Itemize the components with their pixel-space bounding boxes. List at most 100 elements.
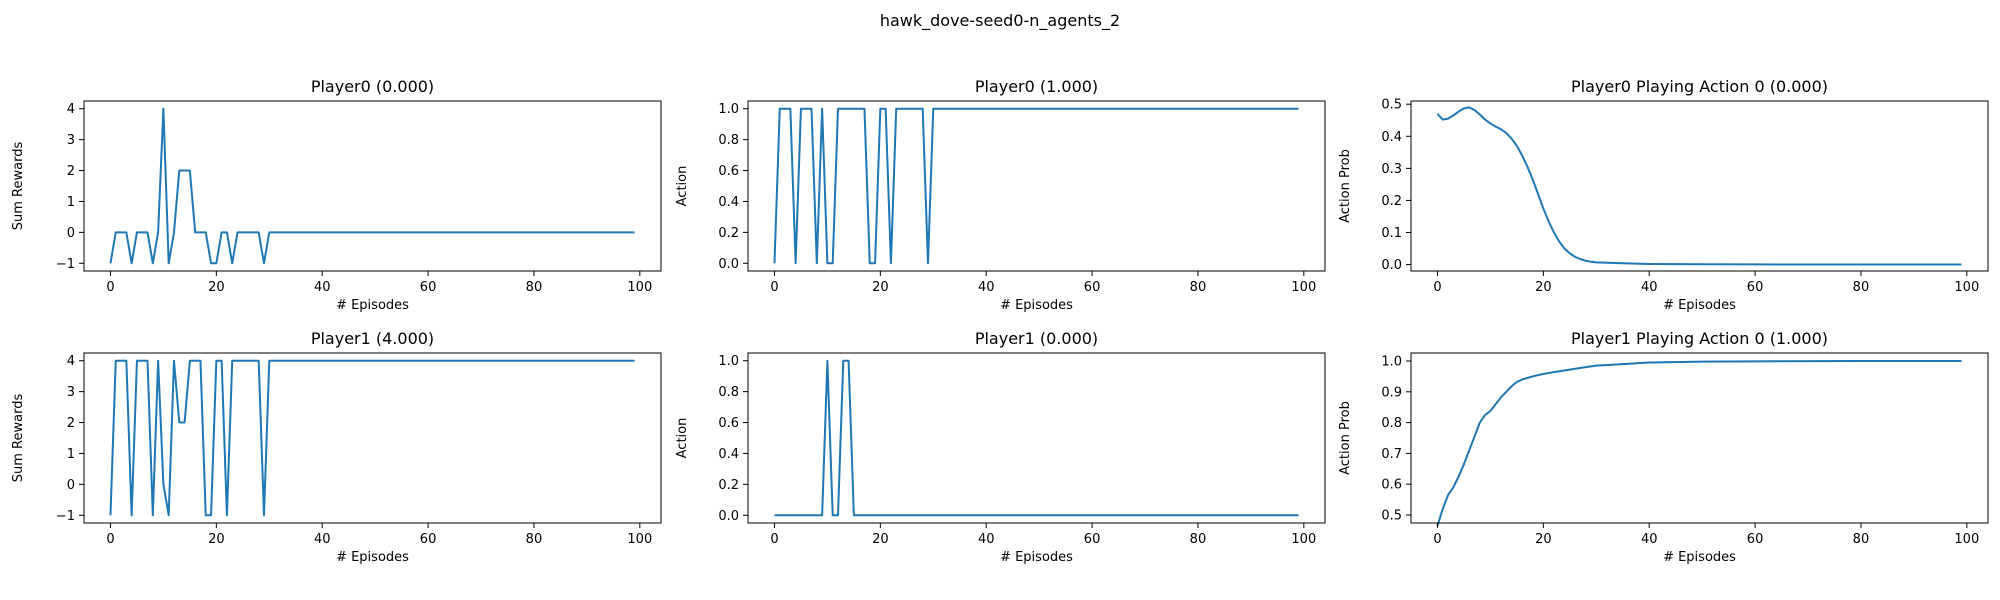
y-axis-label: Action (675, 166, 690, 207)
x-tick-label: 40 (314, 532, 331, 547)
axes-frame (83, 100, 662, 272)
x-tick-label: 60 (420, 280, 437, 295)
series-line (773, 107, 1299, 265)
subplot-title: Player1 (4.000) (311, 329, 434, 348)
x-tick-label: 100 (627, 280, 652, 295)
y-tick-label: 0.6 (1381, 478, 1402, 493)
y-tick-label: 0.2 (718, 478, 739, 493)
x-tick-label: 60 (1084, 280, 1101, 295)
x-tick-label: 40 (314, 280, 331, 295)
y-tick-label: 0.0 (718, 257, 739, 272)
x-tick-label: 40 (978, 280, 995, 295)
x-tick-label: 20 (208, 532, 225, 547)
axes-frame (747, 352, 1326, 524)
x-tick-label: 0 (106, 280, 114, 295)
x-tick-label: 80 (526, 280, 543, 295)
y-tick-label: 0.4 (718, 195, 739, 210)
x-tick-label: 80 (1190, 532, 1207, 547)
y-tick-label: 1 (67, 195, 75, 210)
x-tick-label: 20 (872, 280, 889, 295)
x-axis-label: # Episodes (1663, 298, 1736, 313)
y-tick-label: 0.5 (1381, 508, 1402, 523)
x-axis-label: # Episodes (1000, 550, 1073, 565)
series-line (109, 107, 635, 265)
y-tick-label: 0.4 (718, 447, 739, 462)
series-line (1436, 106, 1962, 266)
y-tick-label: 0.0 (718, 509, 739, 524)
x-axis-label: # Episodes (336, 298, 409, 313)
subplot-title: Player1 (0.000) (975, 329, 1098, 348)
y-axis-label: Action Prob (1338, 149, 1353, 223)
y-tick-label: 4 (67, 102, 75, 117)
y-tick-label: 0.8 (718, 385, 739, 400)
x-tick-label: 40 (1641, 280, 1658, 295)
y-axis-label: Sum Rewards (11, 394, 26, 483)
x-tick-label: 0 (770, 280, 778, 295)
y-tick-label: −1 (56, 257, 75, 272)
subplot-title: Player0 (1.000) (975, 77, 1098, 96)
y-tick-label: 1.0 (718, 102, 739, 117)
x-tick-label: 60 (1084, 532, 1101, 547)
x-tick-label: 0 (770, 532, 778, 547)
x-tick-label: 20 (1535, 280, 1552, 295)
x-tick-label: 0 (1433, 280, 1441, 295)
y-tick-label: 0.3 (1381, 162, 1402, 177)
subplot-1: Player0 (0.000) 0 20 40 60 80 100 −1 0 1 2 3 4 # Epis… (11, 77, 662, 313)
y-tick-label: 2 (67, 164, 75, 179)
x-tick-label: 60 (1747, 280, 1764, 295)
x-tick-label: 20 (208, 280, 225, 295)
x-tick-label: 100 (1291, 532, 1316, 547)
y-tick-label: 0.6 (718, 164, 739, 179)
series-line (774, 359, 1299, 517)
subplot-title: Player0 Playing Action 0 (0.000) (1571, 77, 1828, 96)
y-tick-label: 2 (67, 416, 75, 431)
subplot-title: Player0 (0.000) (311, 77, 434, 96)
x-tick-label: 100 (1954, 532, 1979, 547)
y-tick-label: 0.2 (718, 226, 739, 241)
y-axis-label: Action Prob (1338, 401, 1353, 475)
x-axis-label: # Episodes (1000, 298, 1073, 313)
axes-frame (747, 100, 1326, 272)
x-tick-label: 20 (872, 532, 889, 547)
y-tick-label: 0.2 (1381, 194, 1402, 209)
y-tick-label: 0.1 (1381, 226, 1402, 241)
y-axis-label: Action (675, 418, 690, 459)
x-axis-label: # Episodes (336, 550, 409, 565)
x-tick-label: 80 (1853, 280, 1870, 295)
y-tick-label: 1.0 (1381, 355, 1402, 370)
subplot-title: Player1 Playing Action 0 (1.000) (1571, 329, 1828, 348)
x-axis-label: # Episodes (1663, 550, 1736, 565)
subplot-2: Player0 (1.000) 0 20 40 60 80 100 0.0 0.2 0.4 0.6 0… (675, 77, 1326, 313)
x-tick-label: 100 (1954, 280, 1979, 295)
subplot-3: Player0 Playing Action 0 (0.000) 0 20 40 60 8… (1338, 77, 1989, 313)
y-tick-label: 3 (67, 385, 75, 400)
y-tick-label: 0.7 (1381, 447, 1402, 462)
x-tick-label: 80 (1853, 532, 1870, 547)
y-tick-label: 1 (67, 447, 75, 462)
x-tick-label: 100 (627, 532, 652, 547)
series-line (109, 359, 635, 517)
figure-suptitle: hawk_dove-seed0-n_agents_2 (880, 11, 1120, 31)
y-tick-label: 0.4 (1381, 130, 1402, 145)
x-tick-label: 60 (420, 532, 437, 547)
x-tick-label: 20 (1535, 532, 1552, 547)
x-tick-label: 0 (106, 532, 114, 547)
y-tick-label: −1 (56, 509, 75, 524)
subplot-6: Player1 Playing Action 0 (1.000) 0 20 40 60 8… (1338, 329, 1989, 565)
x-tick-label: 40 (1641, 532, 1658, 547)
y-tick-label: 0.0 (1381, 258, 1402, 273)
y-tick-label: 0.6 (718, 416, 739, 431)
x-tick-label: 60 (1747, 532, 1764, 547)
axes-frame (1410, 352, 1989, 524)
x-tick-label: 80 (526, 532, 543, 547)
y-tick-label: 0.5 (1381, 98, 1402, 113)
y-tick-label: 3 (67, 133, 75, 148)
y-tick-label: 0.8 (1381, 416, 1402, 431)
axes-frame (1410, 100, 1989, 272)
y-tick-label: 0 (67, 226, 75, 241)
y-tick-label: 4 (67, 354, 75, 369)
series-line (1436, 360, 1962, 527)
y-axis-label: Sum Rewards (11, 142, 26, 231)
